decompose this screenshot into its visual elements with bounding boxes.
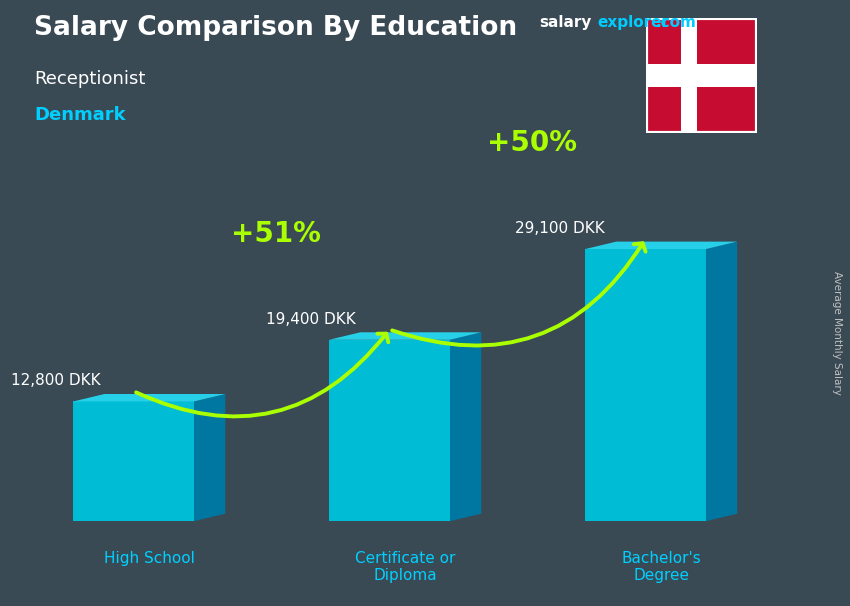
Polygon shape [73,394,225,402]
Bar [329,340,450,521]
Polygon shape [450,332,481,521]
Text: Average Monthly Salary: Average Monthly Salary [832,271,842,395]
Text: Denmark: Denmark [34,106,126,124]
Text: Bachelor's
Degree: Bachelor's Degree [621,551,701,584]
Text: +51%: +51% [231,220,320,248]
Text: Receptionist: Receptionist [34,70,145,88]
Polygon shape [194,394,225,521]
Bar [682,18,697,133]
Text: salary: salary [540,15,592,30]
Text: +50%: +50% [487,130,577,158]
Text: Certificate or
Diploma: Certificate or Diploma [355,551,456,584]
Bar [646,64,756,87]
Text: 12,800 DKK: 12,800 DKK [10,373,100,388]
Text: 29,100 DKK: 29,100 DKK [515,221,605,236]
Text: .com: .com [655,15,696,30]
Polygon shape [585,242,737,249]
Bar [73,402,194,521]
Polygon shape [706,242,737,521]
Text: explorer: explorer [598,15,670,30]
Text: High School: High School [104,551,195,566]
Text: 19,400 DKK: 19,400 DKK [266,311,356,327]
Text: Salary Comparison By Education: Salary Comparison By Education [34,15,517,41]
Bar [585,249,706,521]
Polygon shape [329,332,481,340]
